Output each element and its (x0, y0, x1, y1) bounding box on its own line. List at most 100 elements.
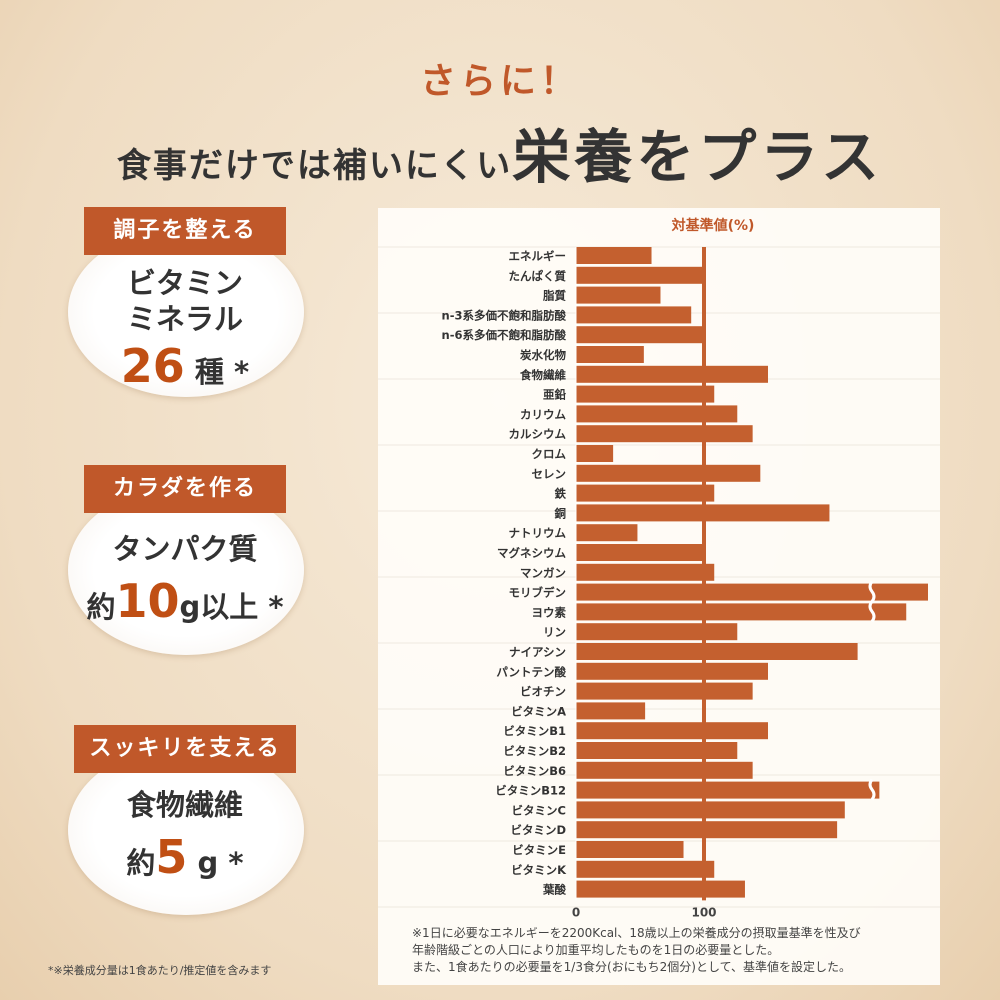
category-label: ビタミンA (511, 704, 566, 718)
chart-note: ※1日に必要なエネルギーを2200Kcal、18歳以上の栄養成分の摂取量基準を性… (412, 925, 861, 976)
badge-unit: g以上 (179, 590, 259, 624)
x-tick-label: 100 (691, 905, 716, 919)
category-label: ビオチン (520, 685, 566, 699)
bar (576, 563, 715, 581)
bar (576, 286, 661, 304)
badge-number: 26 (120, 339, 185, 393)
category-label: n-6系多価不飽和脂肪酸 (442, 328, 567, 342)
bar (576, 662, 768, 680)
category-label: クロム (532, 447, 567, 461)
category-label: 食物繊維 (520, 368, 566, 382)
badge-number: 5 (155, 830, 188, 884)
bar (576, 385, 715, 403)
badge-fiber: スッキリを支える 食物繊維 約5 g * (62, 725, 308, 915)
plate (68, 227, 304, 397)
bar (576, 801, 845, 819)
category-label: n-3系多価不飽和脂肪酸 (442, 308, 567, 322)
bar (576, 425, 753, 443)
axis-break-mark (868, 778, 876, 801)
axis-break-mark (868, 580, 876, 603)
bar (576, 583, 928, 601)
badge-tag: カラダを作る (84, 465, 286, 513)
bar (576, 306, 692, 324)
bar (576, 326, 706, 344)
badge-protein: カラダを作る タンパク質 約10g以上 * (62, 465, 308, 655)
chart-title: 対基準値(%) (671, 217, 755, 234)
note-line: ※1日に必要なエネルギーを2200Kcal、18歳以上の栄養成分の摂取量基準を性… (412, 926, 861, 940)
category-label: 脂質 (542, 289, 566, 303)
bar (576, 860, 715, 878)
bar (576, 464, 761, 482)
badge-line: タンパク質 (112, 532, 258, 566)
chart-panel: 対基準値(%) エネルギーたんぱく質脂質 n-3系多価不飽和脂肪酸 n-6系多価不飽和… (378, 208, 940, 985)
category-label: ビタミンB1 (503, 724, 566, 738)
bar (576, 682, 753, 700)
bar (576, 484, 715, 502)
category-label: モリブデン (509, 586, 567, 600)
bar (576, 365, 768, 383)
title-big: 栄養をプラス (512, 123, 884, 191)
bar (576, 841, 684, 858)
category-label: ナイアシン (509, 645, 566, 659)
plate (68, 745, 304, 915)
title-small: 食事だけでは補いにくい (116, 146, 513, 186)
badge-line: 食物繊維 (126, 788, 243, 822)
category-label: 鉄 (555, 487, 567, 501)
category-label: 銅 (555, 506, 567, 520)
category-label: ビタミンK (511, 863, 567, 877)
badge-mark: * (234, 355, 250, 389)
category-label: ビタミンE (512, 843, 566, 857)
page-title: 食事だけでは補いにくい栄養をプラス (0, 110, 1000, 194)
bar (576, 445, 614, 462)
category-label: セレン (532, 467, 567, 481)
bar (576, 623, 738, 641)
category-label: エネルギー (509, 249, 567, 263)
category-label: ナトリウム (509, 526, 567, 540)
bar (576, 821, 838, 839)
x-tick-label: 0 (572, 905, 580, 919)
badge-tag: スッキリを支える (74, 725, 296, 773)
category-label: 亜鉛 (543, 388, 566, 402)
bar (576, 781, 880, 799)
badge-prefix: 約 (126, 846, 156, 880)
category-label: カリウム (520, 407, 566, 421)
plate (68, 485, 304, 655)
bar (576, 742, 738, 759)
bar (576, 880, 745, 898)
bar (576, 702, 646, 720)
badge-number: 10 (115, 574, 180, 628)
badge-unit: g (197, 846, 219, 880)
badge-mark: * (268, 590, 284, 624)
bar (576, 524, 638, 542)
category-label: マグネシウム (497, 546, 566, 560)
badge-tag: 調子を整える (84, 207, 286, 255)
note-line: また、1食あたりの必要量を1/3食分(おにもち2個分)として、基準値を設定した。 (412, 960, 851, 974)
category-label: ビタミンD (510, 823, 566, 837)
category-label: リン (543, 625, 566, 639)
lead-text: さらに！ (419, 61, 580, 102)
bar (576, 603, 907, 621)
footnote: *※栄養成分量は1食あたり/推定値を含みます (48, 964, 272, 977)
category-label: ヨウ素 (532, 605, 567, 619)
badge-unit: 種 (194, 355, 224, 389)
bar (576, 722, 768, 740)
category-label: ビタミンB12 (495, 784, 566, 798)
badge-prefix: 約 (86, 590, 116, 624)
note-line: 年齢階級ごとの人口により加重平均したものを1日の必要量とした。 (412, 943, 780, 957)
category-label: パントテン酸 (496, 665, 566, 679)
badge-line: ビタミン (126, 266, 243, 300)
badge-vitamin: 調子を整える ビタミン ミネラル 26 種 * (62, 207, 308, 397)
bar (576, 405, 738, 423)
badge-mark: * (228, 846, 244, 880)
bar (576, 266, 706, 284)
bar (576, 761, 753, 779)
category-label: マンガン (520, 566, 566, 580)
category-label: たんぱく質 (509, 269, 567, 283)
category-label: カルシウム (509, 427, 567, 441)
category-label: 葉酸 (542, 883, 566, 897)
bar (576, 643, 858, 660)
bar (576, 346, 644, 363)
bar (576, 544, 706, 561)
axis-break-mark (868, 600, 876, 623)
badge-line: ミネラル (126, 302, 243, 336)
